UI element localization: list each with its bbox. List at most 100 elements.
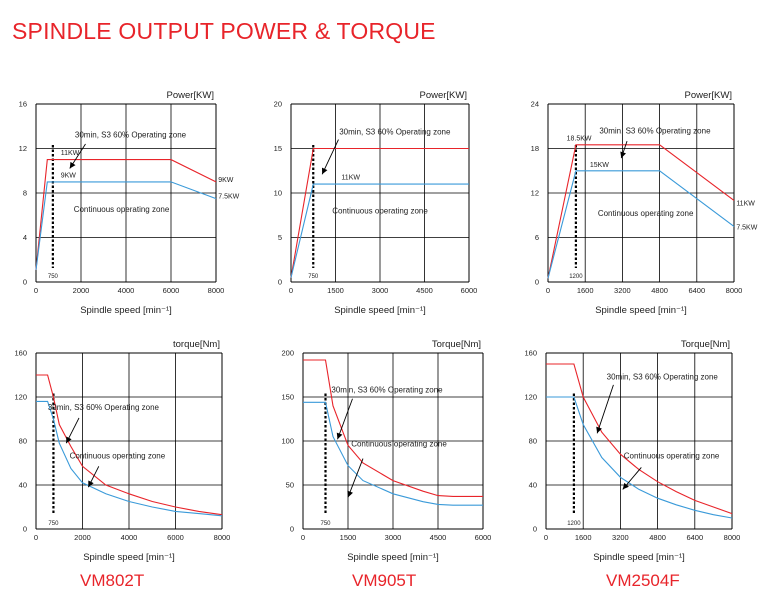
zone-annotation: 30min, S3 60% Operating zone <box>48 403 160 412</box>
y-tick-label: 200 <box>281 349 294 358</box>
annotation-arrowhead <box>336 432 343 440</box>
power-value-label: 9KW <box>61 172 77 179</box>
power-value-label: 11KW <box>341 175 360 182</box>
speed-marker-label: 750 <box>48 274 59 280</box>
y-tick-label: 12 <box>19 144 27 153</box>
x-tick-label: 3200 <box>614 286 631 295</box>
power-value-label: 15KW <box>590 162 609 169</box>
x-tick-label: 0 <box>544 533 548 542</box>
x-tick-label: 4000 <box>118 286 135 295</box>
zone-annotation: 30min, S3 60% Operating zone <box>75 130 187 139</box>
continuous-curve <box>303 401 483 506</box>
annotation-arrow <box>337 398 353 440</box>
continuous-curve <box>546 396 733 519</box>
y-tick-label: 0 <box>533 525 537 534</box>
zone-annotation: Continuous operating zone <box>70 452 166 461</box>
speed-marker-label: 1200 <box>569 274 583 280</box>
y-axis-label: torque[Nm] <box>173 339 220 350</box>
x-tick-label: 0 <box>34 286 38 295</box>
x-tick-label: 1600 <box>577 286 594 295</box>
y-tick-label: 18 <box>531 144 539 153</box>
x-tick-label: 8000 <box>214 533 231 542</box>
x-tick-label: 1600 <box>575 533 592 542</box>
x-axis-label: Spindle speed [min⁻¹] <box>80 305 172 316</box>
zone-annotation: Continuous operating zone <box>74 205 170 214</box>
zone-annotation: Continuous operating zone <box>351 439 447 448</box>
x-tick-label: 6000 <box>163 286 180 295</box>
y-tick-label: 80 <box>19 437 27 446</box>
model-label-vm2504f: VM2504F <box>606 571 680 590</box>
y-tick-label: 150 <box>281 393 294 402</box>
x-tick-label: 2000 <box>74 533 91 542</box>
y-tick-label: 160 <box>524 349 537 358</box>
y-tick-label: 160 <box>14 349 27 358</box>
x-tick-label: 0 <box>301 533 305 542</box>
zone-annotation: 30min, S3 60% Operating zone <box>339 127 451 136</box>
x-tick-label: 6000 <box>475 533 492 542</box>
speed-marker-label: 750 <box>320 521 331 527</box>
x-tick-label: 0 <box>546 286 550 295</box>
chart-6: 0 1600 3200 4800 6400 8000 0 40 80 120 160 Torque[N… <box>524 339 740 563</box>
y-tick-label: 40 <box>529 481 537 490</box>
zone-annotation: 30min, S3 60% Operating zone <box>607 372 719 381</box>
x-tick-label: 3000 <box>385 533 402 542</box>
y-axis-label: Torque[Nm] <box>432 339 481 350</box>
x-axis-label: Spindle speed [min⁻¹] <box>595 305 687 316</box>
speed-marker-label: 750 <box>48 521 59 527</box>
page-title: SPINDLE OUTPUT POWER & TORQUE <box>12 18 436 44</box>
x-tick-label: 2000 <box>73 286 90 295</box>
power-value-label: 7.5KW <box>218 194 239 201</box>
y-tick-label: 10 <box>274 189 282 198</box>
y-axis-label: Power[KW] <box>166 90 214 101</box>
annotation-arrowhead <box>69 161 76 169</box>
y-tick-label: 120 <box>14 393 27 402</box>
x-tick-label: 6000 <box>167 533 184 542</box>
x-tick-label: 1500 <box>340 533 357 542</box>
zone-annotation: Continuous operating zone <box>332 206 428 215</box>
speed-marker-label: 750 <box>308 274 319 280</box>
x-tick-label: 4500 <box>416 286 433 295</box>
y-tick-label: 5 <box>278 233 282 242</box>
y-tick-label: 80 <box>529 437 537 446</box>
annotation-arrowhead <box>88 480 94 488</box>
x-tick-label: 4000 <box>121 533 138 542</box>
chart-5: 0 1500 3000 4500 6000 0 50 100 150 200 Torque[Nm] S… <box>281 339 491 563</box>
model-label-vm905t: VM905T <box>352 571 417 590</box>
power-value-label: 11KW <box>736 201 755 208</box>
annotation-arrowhead <box>622 482 629 490</box>
y-axis-label: Power[KW] <box>419 90 467 101</box>
x-tick-label: 8000 <box>726 286 743 295</box>
zone-annotation: Continuous operating zone <box>624 452 720 461</box>
continuous-curve <box>36 400 223 517</box>
y-tick-label: 12 <box>531 189 539 198</box>
y-tick-label: 0 <box>535 278 539 287</box>
power-value-label: 9KW <box>218 177 234 184</box>
continuous-curve <box>547 170 735 279</box>
x-tick-label: 8000 <box>208 286 225 295</box>
y-tick-label: 0 <box>23 525 27 534</box>
x-tick-label: 3200 <box>612 533 629 542</box>
annotation-arrow <box>321 139 339 175</box>
s3-curve <box>303 359 483 497</box>
chart-3: 0 1600 3200 4800 6400 8000 0 6 12 18 24 Power[KW] Sp… <box>531 90 758 316</box>
y-tick-label: 24 <box>531 100 539 109</box>
x-axis-label: Spindle speed [min⁻¹] <box>593 552 685 563</box>
annotation-arrow <box>596 384 614 434</box>
y-tick-label: 100 <box>281 437 294 446</box>
x-tick-label: 4800 <box>649 533 666 542</box>
x-tick-label: 6400 <box>686 533 703 542</box>
model-label-vm802t: VM802T <box>80 571 145 590</box>
y-tick-label: 15 <box>274 144 282 153</box>
x-tick-label: 3000 <box>372 286 389 295</box>
x-axis-label: Spindle speed [min⁻¹] <box>347 552 439 563</box>
annotation-arrowhead <box>596 426 602 434</box>
y-tick-label: 16 <box>19 100 27 109</box>
s3-curve <box>35 159 217 270</box>
x-tick-label: 6400 <box>688 286 705 295</box>
y-tick-label: 6 <box>535 233 539 242</box>
x-tick-label: 4500 <box>430 533 447 542</box>
zone-annotation: Continuous operating zone <box>598 209 694 218</box>
y-tick-label: 0 <box>290 525 294 534</box>
